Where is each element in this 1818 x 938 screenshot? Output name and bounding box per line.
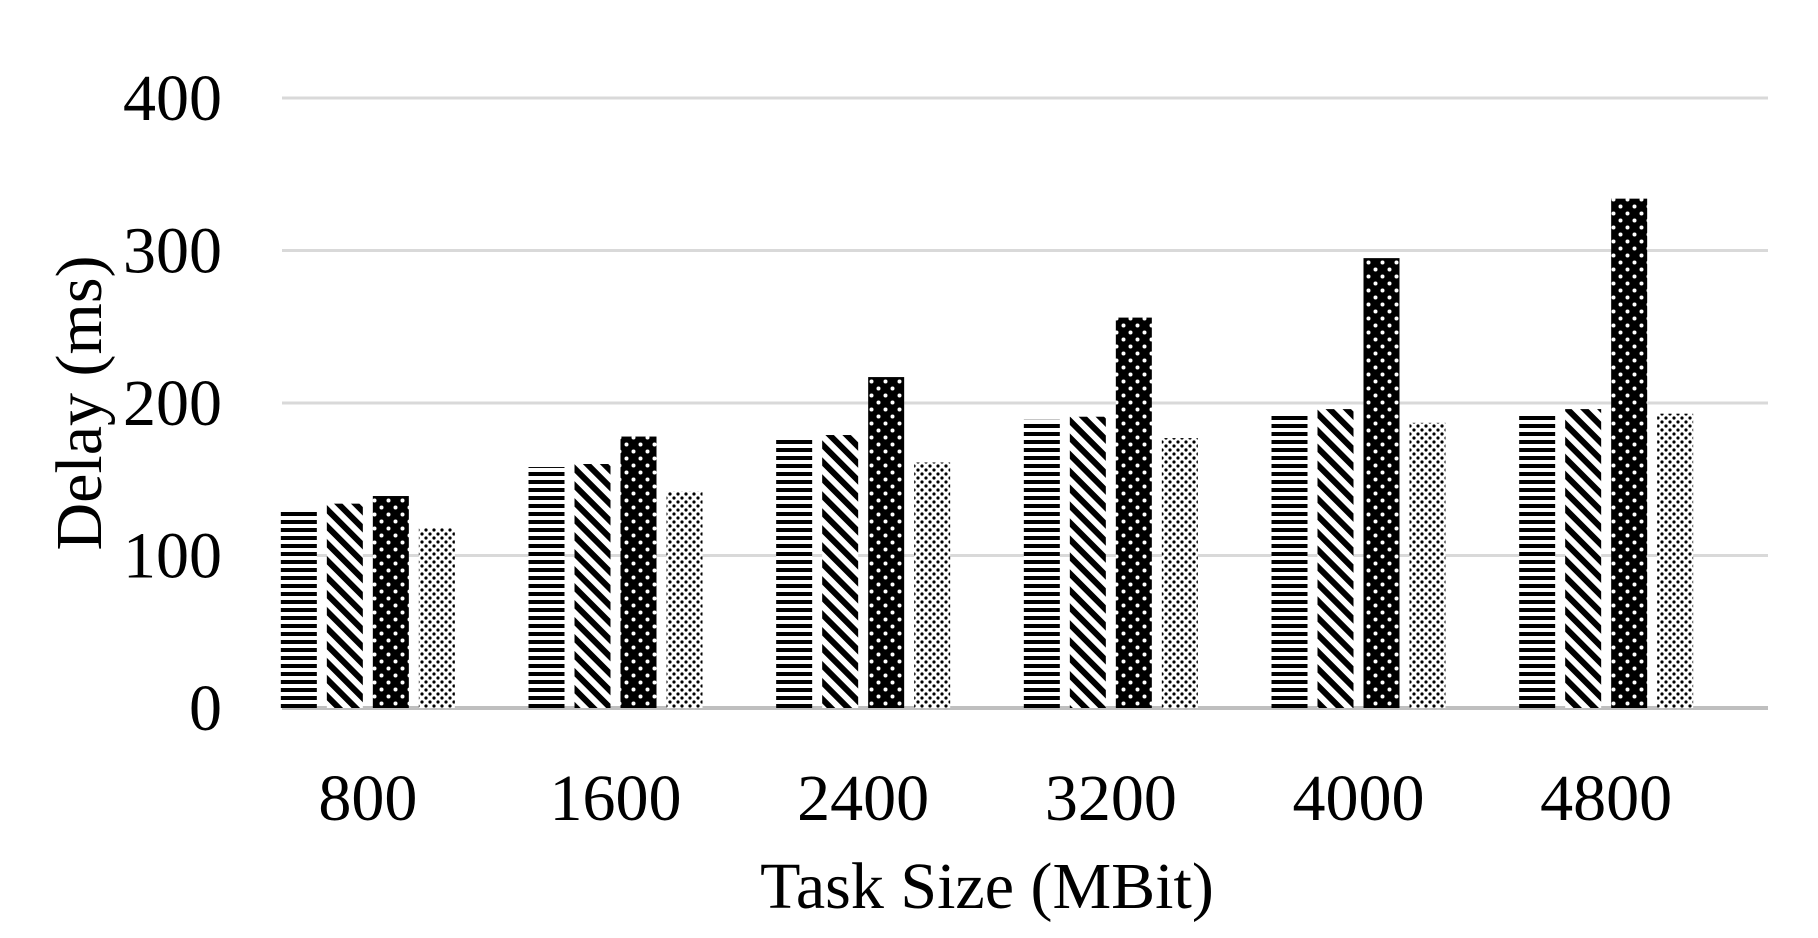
y-axis-title: Delay (ms) — [43, 255, 116, 550]
bar-horizontal-stripes-4800 — [1519, 412, 1556, 708]
bar-dense-dots-4800 — [1611, 198, 1648, 708]
x-tick-label: 800 — [318, 762, 417, 835]
bar-sparse-dots-1600 — [666, 491, 703, 708]
bar-horizontal-stripes-3200 — [1023, 419, 1060, 708]
y-axis-ticks: 0 100 200 300 400 — [123, 62, 222, 745]
bar-dense-dots-1600 — [620, 436, 657, 708]
x-tick-label: 1600 — [550, 762, 682, 835]
bar-dense-dots-800 — [372, 496, 409, 708]
bar-sparse-dots-4000 — [1409, 422, 1446, 708]
bar-sparse-dots-800 — [418, 528, 455, 708]
bar-sparse-dots-4800 — [1657, 413, 1694, 708]
bar-dense-dots-4000 — [1363, 258, 1400, 708]
bar-horizontal-stripes-800 — [280, 509, 317, 708]
bar-diagonal-stripes-1600 — [574, 464, 611, 708]
bar-sparse-dots-3200 — [1161, 438, 1198, 708]
bar-diagonal-stripes-800 — [326, 503, 363, 708]
y-tick-label: 300 — [123, 215, 222, 288]
y-tick-label: 0 — [189, 672, 222, 745]
bars — [280, 198, 1694, 708]
y-tick-label: 200 — [123, 367, 222, 440]
x-tick-label: 4000 — [1293, 762, 1425, 835]
bar-diagonal-stripes-2400 — [822, 435, 859, 708]
x-tick-label: 4800 — [1540, 762, 1672, 835]
x-tick-label: 3200 — [1045, 762, 1177, 835]
bar-horizontal-stripes-2400 — [776, 438, 813, 708]
bar-diagonal-stripes-4000 — [1317, 409, 1354, 708]
y-tick-label: 400 — [123, 62, 222, 135]
bar-diagonal-stripes-3200 — [1069, 416, 1106, 708]
y-tick-label: 100 — [123, 520, 222, 593]
x-axis-ticks: 800 1600 2400 3200 4000 4800 — [318, 762, 1672, 835]
bar-dense-dots-2400 — [868, 377, 905, 708]
bar-dense-dots-3200 — [1115, 317, 1152, 708]
bar-horizontal-stripes-4000 — [1271, 412, 1308, 708]
bar-horizontal-stripes-1600 — [528, 467, 565, 708]
x-axis-title: Task Size (MBit) — [760, 850, 1214, 923]
bar-sparse-dots-2400 — [914, 462, 951, 708]
x-tick-label: 2400 — [797, 762, 929, 835]
bar-diagonal-stripes-4800 — [1565, 409, 1602, 708]
